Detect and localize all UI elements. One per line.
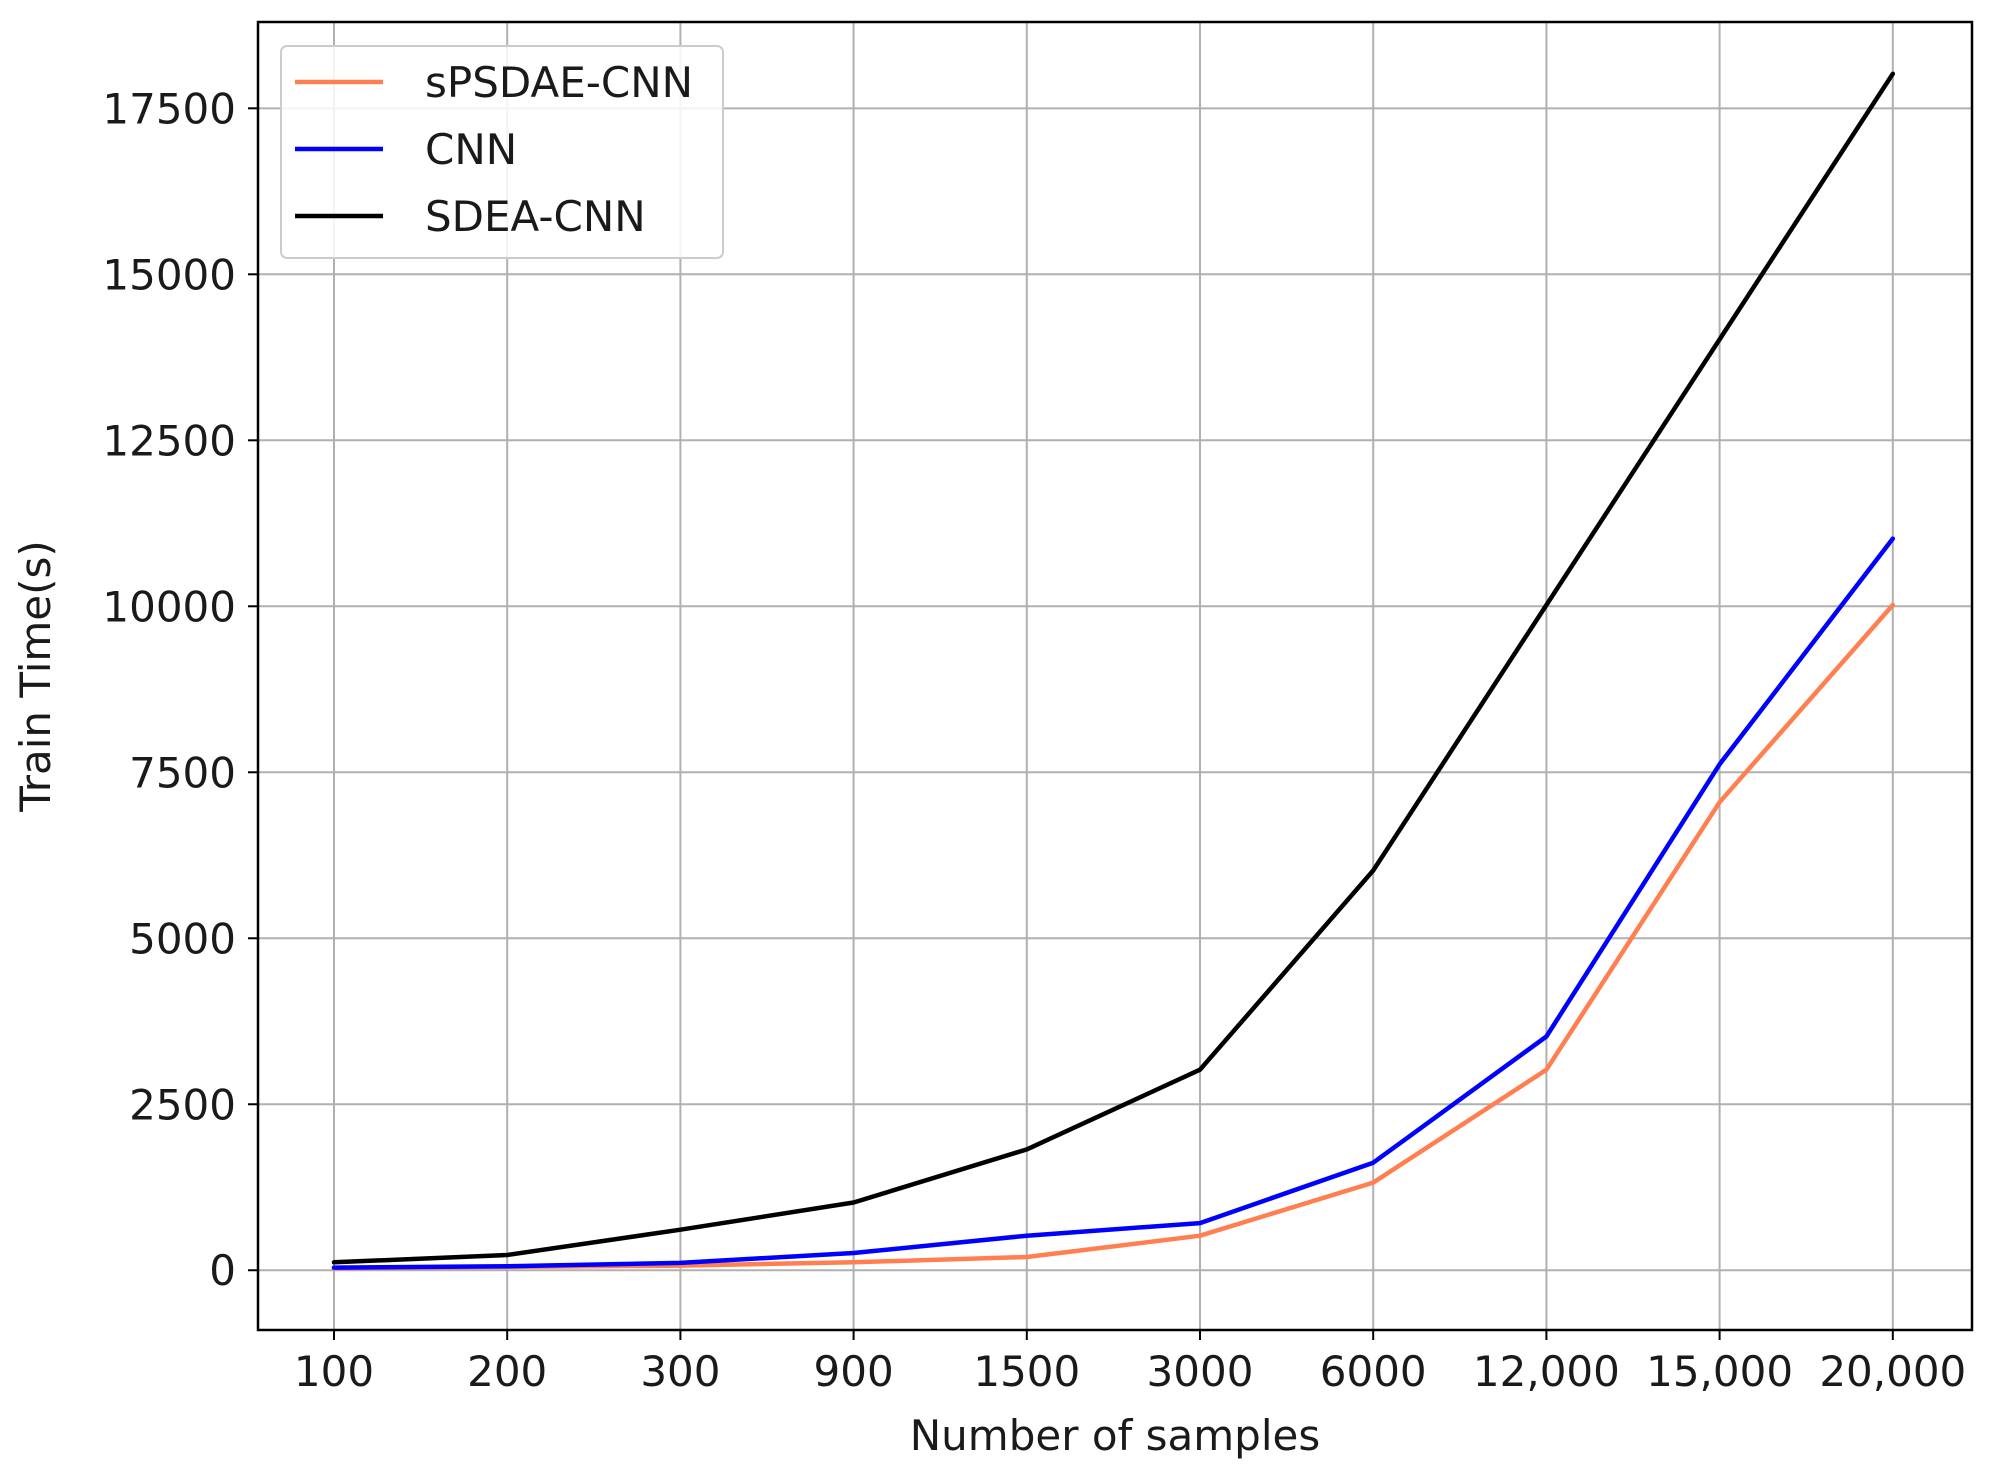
x-tick-label: 6000: [1320, 1347, 1427, 1396]
y-tick-label: 7500: [129, 748, 236, 797]
x-tick-label: 15,000: [1646, 1347, 1793, 1396]
legend-label: CNN: [425, 125, 517, 174]
y-tick-label: 5000: [129, 914, 236, 963]
x-tick-label: 20,000: [1819, 1347, 1966, 1396]
y-tick-label: 2500: [129, 1080, 236, 1129]
y-tick-label: 10000: [102, 582, 236, 631]
x-axis-label: Number of samples: [910, 1411, 1320, 1460]
legend-box: [280, 45, 724, 259]
x-tick-label: 200: [467, 1347, 547, 1396]
x-tick-label: 300: [640, 1347, 720, 1396]
x-tick-label: 900: [814, 1347, 894, 1396]
y-tick-label: 15000: [102, 250, 236, 299]
x-tick-label: 12,000: [1473, 1347, 1620, 1396]
legend: sPSDAE-CNN CNN SDEA-CNN: [280, 45, 724, 259]
legend-label: sPSDAE-CNN: [425, 58, 693, 107]
y-tick-label: 12500: [102, 416, 236, 465]
series-layer: [331, 71, 1896, 1271]
series-line-cnn: [331, 536, 1896, 1270]
x-tick-label: 3000: [1147, 1347, 1254, 1396]
plot-frame: [256, 20, 1974, 1332]
y-tick-label: 17500: [102, 84, 236, 133]
x-tick-label: 100: [294, 1347, 374, 1396]
tick-layer: 100 200 300 900 1500 3000 6000 12,000 15,000 20,0…: [102, 84, 1966, 1396]
y-tick-label: 0: [209, 1246, 236, 1295]
y-axis-label: Train Time(s): [11, 540, 60, 813]
legend-label: SDEA-CNN: [425, 192, 646, 241]
series-line-sdea-cnn: [331, 71, 1896, 1265]
x-tick-label: 1500: [973, 1347, 1080, 1396]
